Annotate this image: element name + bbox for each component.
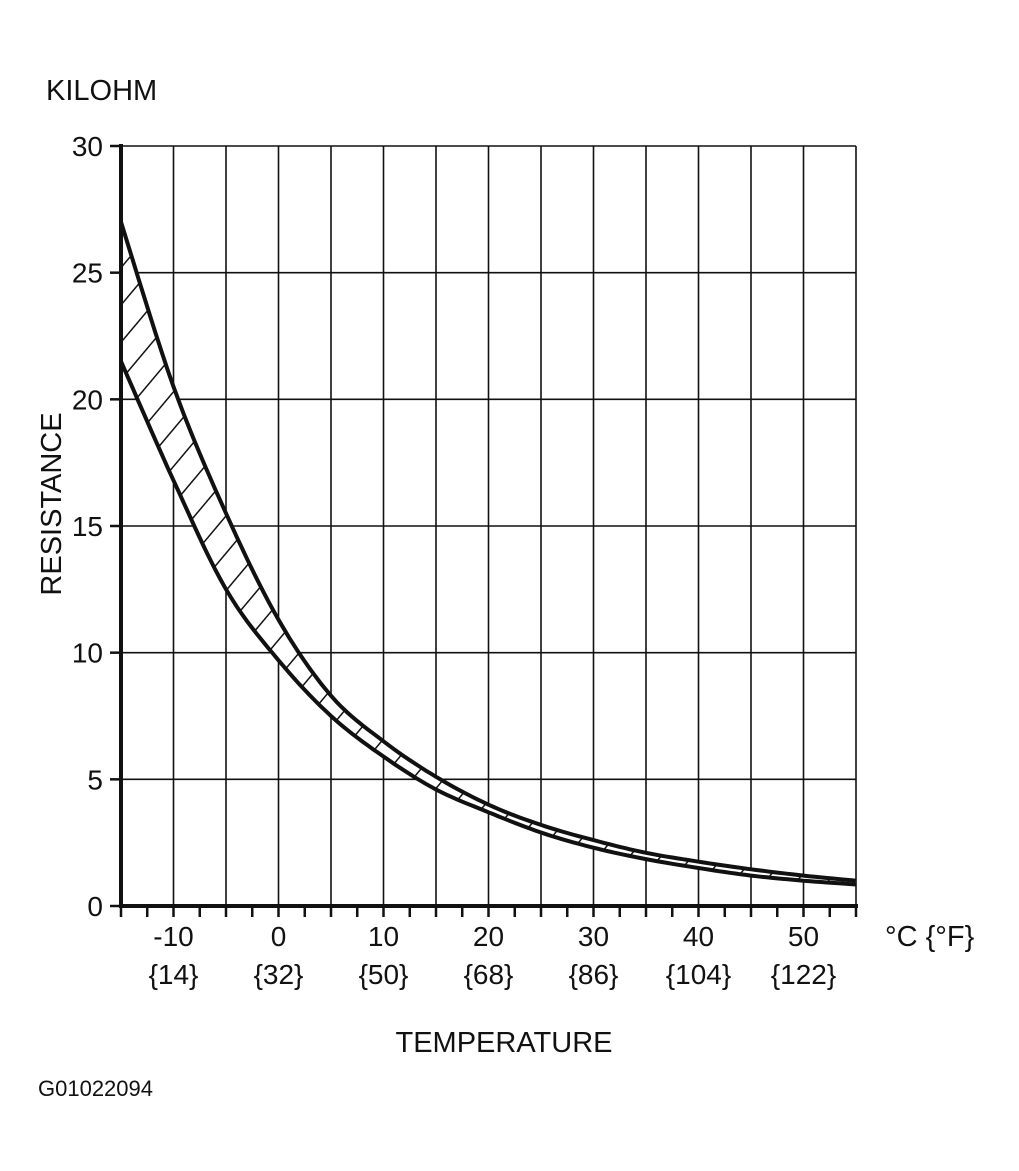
y-tick-label: 10 [72,638,103,669]
x-tick-label-fahrenheit: {104} [666,959,731,990]
tolerance-band [119,221,857,887]
x-tick-label-celsius: 40 [683,921,714,952]
x-tick-label-fahrenheit: {68} [464,959,514,990]
lower-limit-curve [119,360,857,887]
x-tick-label-celsius: -10 [153,921,193,952]
grid [121,145,857,906]
x-tick-label-celsius: 10 [368,921,399,952]
y-tick-label: 15 [72,511,103,542]
y-tick-label: 30 [72,131,103,162]
y-axis-title: RESISTANCE [36,412,68,595]
x-tick-label-celsius: 30 [578,921,609,952]
upper-limit-curve [119,221,857,883]
figure-code: G01022094 [38,1076,153,1101]
x-tick-label-celsius: 0 [271,921,287,952]
unit-label: KILOHM [46,75,157,107]
x-unit-label: °C {°F} [885,921,975,953]
x-tick-label-celsius: 20 [473,921,504,952]
x-tick-label-fahrenheit: {122} [771,959,836,990]
y-tick-label: 0 [87,891,103,922]
axes [110,144,858,917]
x-tick-label-fahrenheit: {14} [149,959,199,990]
y-tick-label: 20 [72,384,103,415]
x-tick-label-celsius: 50 [788,921,819,952]
x-tick-label-fahrenheit: {32} [254,959,304,990]
x-tick-label-fahrenheit: {50} [359,959,409,990]
y-tick-label: 5 [87,764,103,795]
x-tick-label-fahrenheit: {86} [569,959,619,990]
x-axis-title: TEMPERATURE [396,1027,613,1059]
tick-labels: 0 5 10 15 20 25 30 -10 {14} 0 {32} 10 {50} 20 {68} 30 {8… [72,131,836,990]
y-tick-label: 25 [72,258,103,289]
